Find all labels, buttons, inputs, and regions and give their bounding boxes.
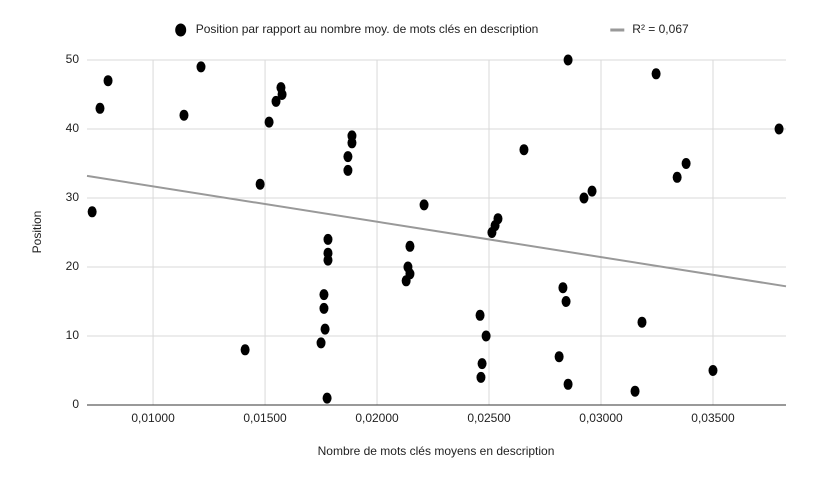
scatter-point xyxy=(774,123,784,135)
scatter-point xyxy=(519,144,529,156)
scatter-point xyxy=(323,254,333,266)
scatter-point xyxy=(477,358,487,370)
x-tick-label: 0,01000 xyxy=(131,411,175,425)
scatter-point xyxy=(493,213,503,225)
scatter-point xyxy=(681,158,691,169)
scatter-point xyxy=(558,282,568,294)
scatter-point xyxy=(95,102,105,114)
scatter-point xyxy=(271,95,281,107)
scatter-point xyxy=(708,365,718,376)
scatter-point xyxy=(320,323,330,335)
y-tick-label: 0 xyxy=(72,397,79,411)
scatter-point xyxy=(476,371,486,383)
y-tick-label: 10 xyxy=(66,328,80,342)
scatter-point xyxy=(240,344,250,356)
legend-label: R² = 0,067 xyxy=(632,22,689,36)
scatter-point xyxy=(405,240,415,252)
scatter-point xyxy=(405,268,415,280)
x-tick-label: 0,02500 xyxy=(467,411,511,425)
trend-line xyxy=(86,174,787,288)
scatter-point xyxy=(475,309,485,321)
scatter-point xyxy=(630,385,640,397)
scatter-point xyxy=(481,330,491,342)
scatter-point xyxy=(319,302,329,314)
x-tick-label: 0,02000 xyxy=(355,411,399,425)
scatter-point xyxy=(561,296,571,307)
scatter-point xyxy=(343,151,353,163)
scatter-point xyxy=(323,233,333,245)
scatter-point xyxy=(651,68,661,80)
x-tick-label: 0,03500 xyxy=(691,411,735,425)
scatter-point xyxy=(277,89,287,100)
y-tick-label: 50 xyxy=(66,52,80,66)
x-axis-title: Nombre de mots clés moyens en descriptio… xyxy=(318,444,555,458)
scatter-point xyxy=(563,378,573,390)
scatter-point xyxy=(419,199,429,211)
scatter-point xyxy=(179,109,189,121)
scatter-point xyxy=(264,116,274,128)
y-tick-label: 20 xyxy=(66,259,80,273)
y-tick-label: 40 xyxy=(66,121,80,135)
scatter-point xyxy=(319,289,329,301)
scatter-point xyxy=(87,206,97,218)
scatter-point xyxy=(587,185,597,197)
legend-swatch xyxy=(175,23,187,37)
scatter-point xyxy=(347,130,357,142)
scatter-point xyxy=(579,192,589,204)
x-tick-label: 0,01500 xyxy=(243,411,287,425)
x-tick-label: 0,03000 xyxy=(579,411,623,425)
scatter-point xyxy=(343,164,353,176)
scatter-point xyxy=(637,316,647,328)
scatter-point xyxy=(563,54,573,66)
y-axis-title: Position xyxy=(30,211,44,254)
scatter-point xyxy=(672,171,682,183)
y-tick-label: 30 xyxy=(66,190,80,204)
scatter-point xyxy=(196,61,206,73)
scatter-point xyxy=(322,392,332,404)
scatter-point xyxy=(316,337,326,349)
scatter-point xyxy=(103,75,113,87)
legend: Position par rapport au nombre moy. de m… xyxy=(175,22,689,37)
scatter-point xyxy=(255,178,265,190)
scatter-point xyxy=(554,351,564,363)
legend-label: Position par rapport au nombre moy. de m… xyxy=(196,22,539,36)
